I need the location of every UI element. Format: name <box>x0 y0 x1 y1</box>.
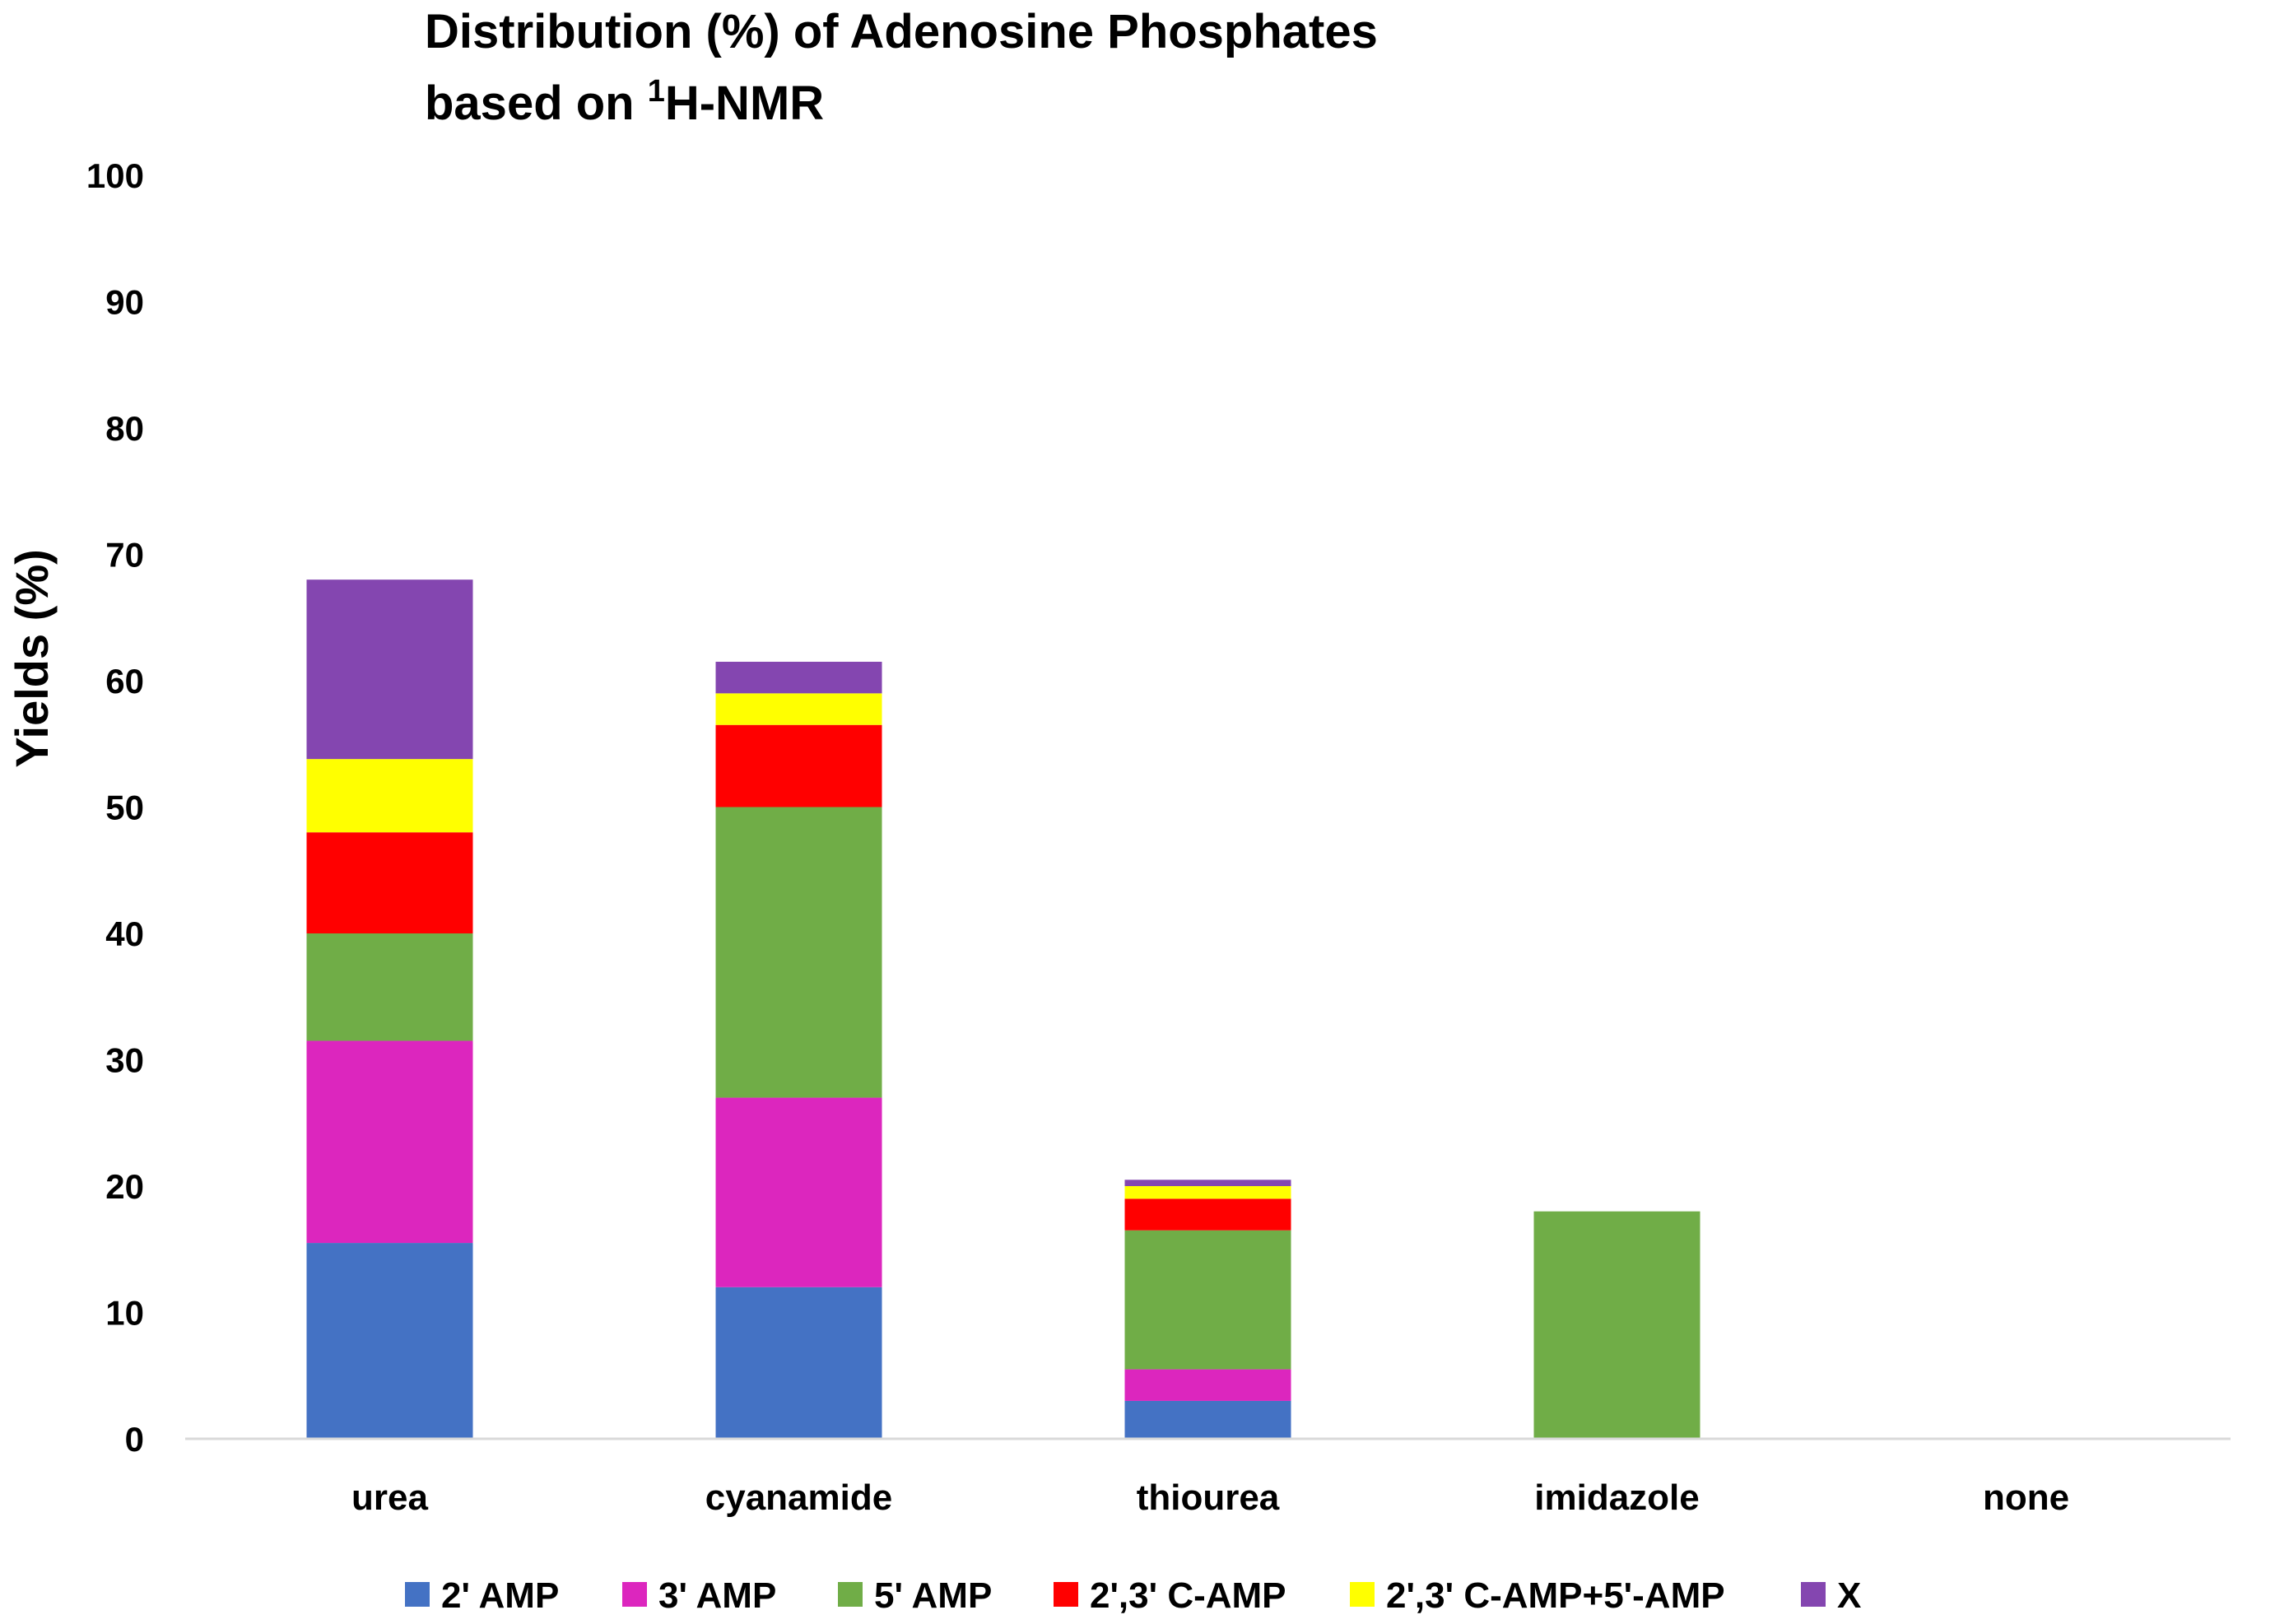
legend-swatch <box>1801 1582 1826 1607</box>
x-axis-labels: urea cyanamide thiourea imidazole none <box>351 1477 2069 1518</box>
x-tick-label: urea <box>351 1477 428 1518</box>
chart-title-line-1: Distribution (%) of Adenosine Phosphates <box>425 5 1378 58</box>
bar-segment <box>1533 1211 1700 1439</box>
legend-label: X <box>1837 1575 1861 1616</box>
bar-segment <box>715 1097 882 1287</box>
bar-segment <box>1124 1400 1291 1439</box>
y-tick-label: 0 <box>125 1420 144 1459</box>
bar-segment <box>306 1243 473 1439</box>
legend-label: 2',3' C-AMP+5'-AMP <box>1386 1575 1725 1616</box>
y-tick-label: 100 <box>86 156 144 195</box>
legend-item: 5' AMP <box>838 1575 992 1616</box>
y-tick-label: 40 <box>105 914 144 953</box>
y-axis-ticks: 0 10 20 30 40 50 60 70 80 90 100 <box>86 156 144 1459</box>
bar-segment <box>1124 1198 1291 1231</box>
bar-segment <box>306 1040 473 1244</box>
legend-swatch <box>1350 1582 1375 1607</box>
bar-segment <box>306 933 473 1041</box>
y-axis-title: Yields (%) <box>6 549 58 768</box>
x-tick-label: thiourea <box>1137 1477 1280 1518</box>
y-tick-label: 50 <box>105 789 144 827</box>
legend-item: 2' AMP <box>405 1575 559 1616</box>
y-tick-label: 70 <box>105 536 144 575</box>
legend-item: 3' AMP <box>622 1575 776 1616</box>
chart-title-superscript: 1 <box>648 74 665 109</box>
x-tick-label: imidazole <box>1534 1477 1700 1518</box>
x-tick-label: cyanamide <box>705 1477 892 1518</box>
bar-segment <box>715 807 882 1098</box>
y-tick-label: 10 <box>105 1294 144 1333</box>
chart-title-line-2: based on 1H-NMR <box>425 74 824 130</box>
bar-segment <box>1124 1186 1291 1199</box>
y-tick-label: 60 <box>105 662 144 700</box>
legend-swatch <box>838 1582 863 1607</box>
bar-segment <box>306 832 473 933</box>
y-tick-label: 90 <box>105 283 144 322</box>
bar-segment <box>1124 1180 1291 1186</box>
bar-segment <box>306 579 473 760</box>
bar-segment <box>1124 1230 1291 1370</box>
legend-swatch <box>1054 1582 1078 1607</box>
chart-title-line-2-prefix: based on <box>425 77 648 130</box>
legend-item: 2',3' C-AMP+5'-AMP <box>1350 1575 1725 1616</box>
legend-swatch <box>405 1582 430 1607</box>
legend-label: 5' AMP <box>874 1575 992 1616</box>
bar-segment <box>715 1287 882 1439</box>
chart-title-line-2-suffix: H-NMR <box>665 77 824 130</box>
x-tick-label: none <box>1983 1477 2069 1518</box>
bar-segment <box>715 724 882 807</box>
legend-item: X <box>1801 1575 1861 1616</box>
y-tick-label: 30 <box>105 1041 144 1080</box>
bar-segment <box>715 693 882 725</box>
legend: 2' AMP 3' AMP 5' AMP 2',3' C-AMP 2',3' C-AMP… <box>405 1575 1861 1616</box>
bar-segment <box>306 759 473 833</box>
legend-label: 2',3' C-AMP <box>1090 1575 1286 1616</box>
bar-segment <box>1124 1369 1291 1401</box>
legend-label: 3' AMP <box>658 1575 776 1616</box>
legend-label: 2' AMP <box>441 1575 559 1616</box>
bar-segment <box>715 661 882 694</box>
chart-title: Distribution (%) of Adenosine Phosphates… <box>425 5 1378 130</box>
y-tick-label: 20 <box>105 1167 144 1206</box>
legend-swatch <box>622 1582 647 1607</box>
bars <box>306 579 1700 1439</box>
y-tick-label: 80 <box>105 409 144 448</box>
legend-item: 2',3' C-AMP <box>1054 1575 1286 1616</box>
